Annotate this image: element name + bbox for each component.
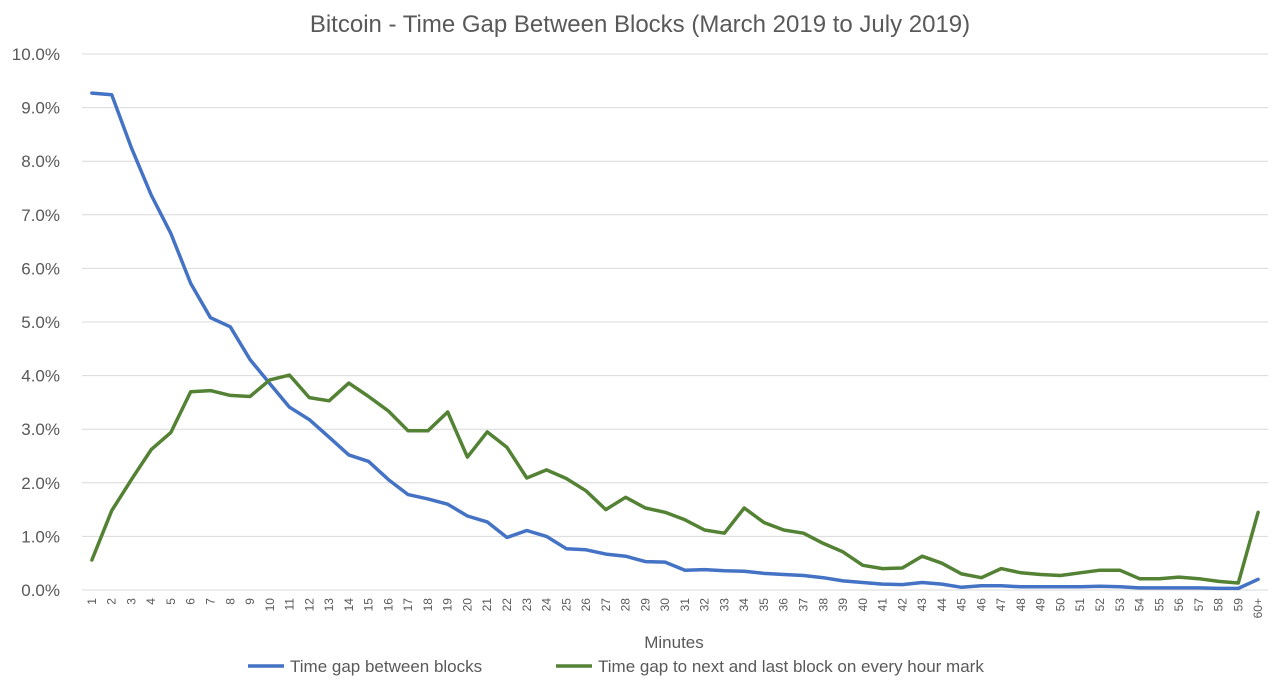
x-tick-label: 5: [164, 598, 178, 605]
x-axis: 1 2 3 4 5 6 7 8 9 10 11 12 13 14 15 16 17 18 19 20 21 22 23 24 2…: [85, 598, 1265, 619]
x-tick-label: 42: [895, 598, 909, 612]
y-tick-label: 0.0%: [21, 581, 60, 600]
y-tick-label: 5.0%: [21, 313, 60, 332]
x-tick-label: 31: [678, 598, 692, 612]
x-tick-label: 53: [1113, 598, 1127, 612]
x-tick-label: 43: [915, 598, 929, 612]
y-tick-label: 2.0%: [21, 474, 60, 493]
x-tick-label: 27: [599, 598, 613, 612]
series-layer: [90, 91, 1260, 591]
x-tick-label: 46: [974, 598, 988, 612]
y-tick-label: 7.0%: [21, 206, 60, 225]
x-tick-label: 54: [1133, 598, 1147, 612]
y-tick-label: 9.0%: [21, 99, 60, 118]
x-tick-label: 58: [1212, 598, 1226, 612]
y-tick-label: 3.0%: [21, 420, 60, 439]
x-tick-label: 4: [144, 598, 158, 605]
y-tick-label: 8.0%: [21, 152, 60, 171]
chart-title: Bitcoin - Time Gap Between Blocks (March…: [310, 11, 970, 38]
x-tick-label: 3: [124, 598, 138, 605]
x-tick-label: 30: [658, 598, 672, 612]
x-tick-label: 28: [619, 598, 633, 612]
x-tick-label: 60+: [1251, 598, 1265, 618]
x-tick-label: 40: [856, 598, 870, 612]
legend: Time gap between blocks Time gap to next …: [248, 657, 984, 676]
y-tick-label: 6.0%: [21, 259, 60, 278]
x-axis-label: Minutes: [644, 633, 704, 652]
x-tick-label: 41: [876, 598, 890, 612]
x-tick-label: 18: [421, 598, 435, 612]
x-tick-label: 14: [342, 598, 356, 612]
x-tick-label: 20: [460, 598, 474, 612]
x-tick-label: 47: [994, 598, 1008, 612]
x-tick-label: 17: [401, 598, 415, 612]
x-tick-label: 52: [1093, 598, 1107, 612]
x-tick-label: 49: [1034, 598, 1048, 612]
y-tick-label: 10.0%: [12, 45, 60, 64]
x-tick-label: 6: [184, 598, 198, 605]
x-tick-label: 45: [955, 598, 969, 612]
grid-layer: [82, 53, 1268, 591]
x-tick-label: 38: [816, 598, 830, 612]
x-tick-label: 26: [579, 598, 593, 612]
x-tick-label: 7: [203, 598, 217, 605]
y-axis: 0.0% 1.0% 2.0% 3.0% 4.0% 5.0% 6.0% 7.0% 8.0% 9.0%…: [12, 45, 60, 600]
x-tick-label: 19: [441, 598, 455, 612]
x-tick-label: 36: [777, 598, 791, 612]
x-tick-label: 24: [540, 598, 554, 612]
x-tick-label: 1: [85, 598, 99, 605]
x-tick-label: 48: [1014, 598, 1028, 612]
x-tick-label: 11: [283, 598, 297, 611]
x-tick-label: 32: [698, 598, 712, 612]
x-tick-label: 59: [1231, 598, 1245, 612]
series-line-1: [90, 91, 1260, 591]
x-tick-label: 2: [105, 598, 119, 605]
legend-label-2: Time gap to next and last block on every…: [598, 657, 984, 676]
x-tick-label: 10: [263, 598, 277, 612]
x-tick-label: 9: [243, 598, 257, 605]
x-tick-label: 50: [1053, 598, 1067, 612]
x-tick-label: 51: [1073, 598, 1087, 612]
x-tick-label: 12: [302, 598, 316, 612]
x-tick-label: 55: [1152, 598, 1166, 612]
y-tick-label: 4.0%: [21, 367, 60, 386]
x-tick-label: 23: [520, 598, 534, 612]
x-tick-label: 8: [223, 598, 237, 605]
x-tick-label: 13: [322, 598, 336, 612]
x-tick-label: 44: [935, 598, 949, 612]
x-tick-label: 29: [638, 598, 652, 612]
x-tick-label: 22: [500, 598, 514, 612]
x-tick-label: 57: [1192, 598, 1206, 612]
x-tick-label: 15: [362, 598, 376, 612]
x-tick-label: 16: [381, 598, 395, 612]
series-line-2: [90, 373, 1260, 585]
x-tick-label: 37: [796, 598, 810, 612]
x-tick-label: 33: [717, 598, 731, 612]
x-tick-label: 25: [559, 598, 573, 612]
x-tick-label: 35: [757, 598, 771, 612]
legend-label-1: Time gap between blocks: [290, 657, 482, 676]
y-tick-label: 1.0%: [21, 527, 60, 546]
x-tick-label: 39: [836, 598, 850, 612]
x-tick-label: 34: [737, 598, 751, 612]
x-tick-label: 56: [1172, 598, 1186, 612]
x-tick-label: 21: [480, 598, 494, 612]
